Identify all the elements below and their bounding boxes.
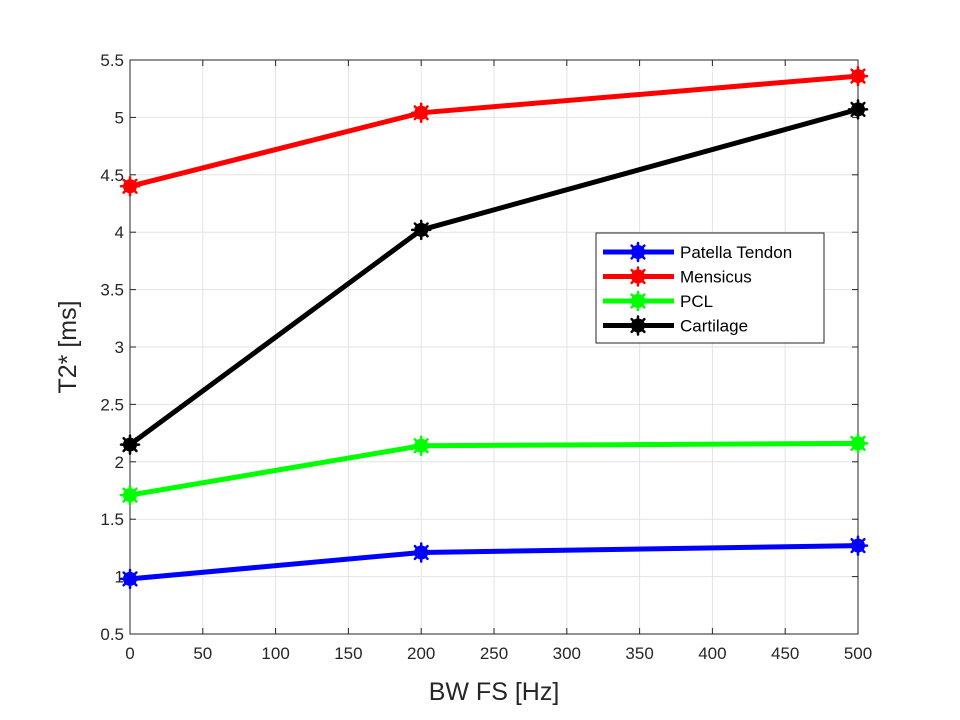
y-axis-label: T2* [ms] <box>54 300 82 393</box>
y-tick-label: 3 <box>115 338 124 357</box>
y-tick-label: 2.5 <box>100 395 124 414</box>
data-point <box>119 434 141 455</box>
legend-marker <box>627 241 649 263</box>
x-tick-label: 50 <box>193 644 212 663</box>
legend: Patella Tendon Mensicus PCL Cartilage <box>595 232 825 344</box>
legend-label: Mensicus <box>680 268 752 287</box>
y-tick-label: 1.5 <box>100 510 124 529</box>
x-tick-label: 500 <box>844 644 872 663</box>
series-pcl <box>119 433 869 506</box>
data-point <box>410 102 432 124</box>
legend-item: Cartilage <box>603 315 748 336</box>
series-mensicus <box>119 65 869 197</box>
y-tick-label: 3.5 <box>100 281 124 300</box>
series-cartilage <box>119 99 869 455</box>
legend-label: PCL <box>680 292 713 311</box>
y-tick-label: 4 <box>115 223 124 242</box>
x-tick-label: 350 <box>625 644 653 663</box>
y-tick-label: 5.5 <box>100 51 124 70</box>
legend-label: Patella Tendon <box>680 243 792 262</box>
x-tick-label: 100 <box>261 644 289 663</box>
legend-marker <box>627 266 649 287</box>
x-axis-label: BW FS [Hz] <box>429 678 560 706</box>
y-tick-label: 0.5 <box>100 625 124 644</box>
y-tick-label: 1 <box>115 568 124 587</box>
data-point <box>410 542 432 563</box>
data-point <box>119 176 141 197</box>
y-tick-label: 2 <box>115 453 124 472</box>
x-tick-label: 400 <box>698 644 726 663</box>
x-tick-label: 300 <box>553 644 581 663</box>
legend-item: PCL <box>603 290 713 312</box>
series-patella-tendon <box>119 535 869 590</box>
data-point <box>847 65 869 87</box>
x-tick-label: 0 <box>125 644 134 663</box>
x-tick-label: 250 <box>480 644 508 663</box>
data-point <box>847 99 869 120</box>
legend-item: Patella Tendon <box>603 241 792 263</box>
legend-label: Cartilage <box>680 317 748 336</box>
x-tick-label: 200 <box>407 644 435 663</box>
data-point <box>847 433 869 454</box>
axis-ticks: 0 50 100 150 200 250 300 350 400 450 500 0.5 1 1.5 2 2.… <box>100 51 872 663</box>
data-point <box>119 568 141 590</box>
x-tick-label: 450 <box>771 644 799 663</box>
legend-item: Mensicus <box>603 266 752 287</box>
series-group <box>119 65 869 590</box>
x-tick-label: 150 <box>334 644 362 663</box>
y-tick-label: 4.5 <box>100 166 124 185</box>
legend-marker <box>627 290 649 312</box>
data-point <box>119 484 141 506</box>
data-point <box>847 535 869 556</box>
data-point <box>410 435 432 456</box>
legend-marker <box>627 315 649 336</box>
y-tick-label: 5 <box>115 108 124 127</box>
data-point <box>410 219 432 241</box>
